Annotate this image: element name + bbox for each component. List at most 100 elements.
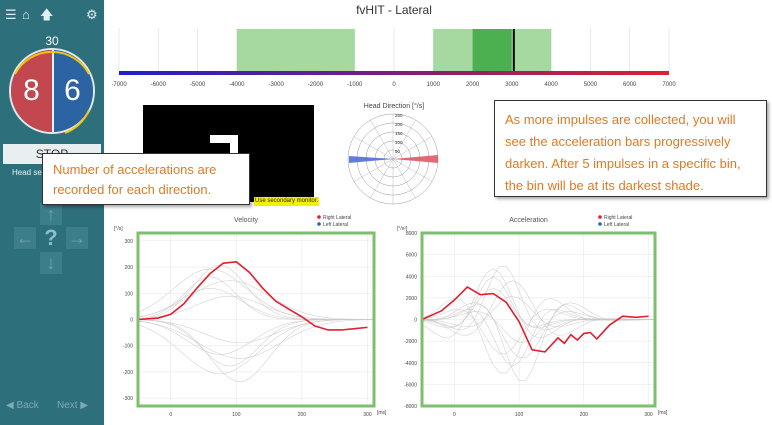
left-count: 8 [11, 50, 52, 132]
background-trace [421, 276, 655, 327]
bin-shade-callout: As more impulses are collected, you will… [494, 100, 767, 197]
polar-ring-label: 100 [395, 140, 403, 145]
bin-tick-label: 3000 [505, 82, 519, 88]
head-direction-polar-chart: Head Direction [°/s] 250 200 150 100 50 [347, 102, 439, 205]
right-nav-button[interactable] [66, 227, 88, 249]
y-tick-label: 8000 [406, 231, 417, 237]
acceleration-bin [511, 29, 552, 71]
circle-divider [52, 50, 54, 132]
menu-icon[interactable]: ☰ [5, 7, 17, 22]
y-tick-label: 4000 [406, 274, 417, 280]
right-lateral-trace [421, 286, 649, 353]
acceleration-title: Acceleration [509, 217, 548, 224]
y-tick-label: 200 [125, 265, 134, 271]
polar-spoke [370, 158, 394, 199]
legend-swatch-left [598, 222, 602, 226]
y-tick-label: -2000 [404, 339, 417, 345]
next-label: Next [57, 400, 78, 411]
y-tick-label: -100 [123, 344, 133, 350]
background-trace [137, 268, 375, 320]
y-tick-label: -200 [123, 370, 133, 376]
y-tick-label: -4000 [404, 361, 417, 367]
right-count: 6 [52, 50, 93, 132]
progress-arc [14, 50, 90, 134]
y-tick-label: -300 [123, 396, 133, 402]
legend-right-lateral: Right Lateral [323, 215, 351, 221]
background-trace [137, 319, 375, 367]
impulse-count-circle: 8 6 [9, 48, 95, 134]
bin-tick-label: 0 [392, 82, 396, 88]
accelerations-callout: Number of accelerations are recorded for… [42, 153, 250, 205]
polar-ring-label: 200 [395, 122, 403, 127]
impulse-counter: 30 [45, 34, 59, 48]
bin-tick-label: 4000 [544, 82, 558, 88]
y-tick-label: 0 [414, 318, 417, 324]
background-trace [137, 288, 375, 320]
legend-left-lateral: Left Lateral [604, 222, 629, 228]
bin-tick-label: 5000 [584, 82, 598, 88]
x-tick-label: 200 [580, 412, 589, 418]
x-tick-label: 200 [298, 412, 307, 418]
x-tick-label: 0 [169, 412, 172, 418]
background-trace [421, 295, 656, 328]
legend-left-lateral: Left Lateral [323, 222, 348, 228]
legend-right-lateral: Right Lateral [604, 215, 632, 221]
right-head-direction [393, 155, 438, 163]
acceleration-bin [236, 29, 355, 71]
head-direction-title: Head Direction [°/s] [364, 102, 424, 110]
legend-swatch-right [598, 215, 602, 219]
down-nav-icon: ↓ [46, 253, 56, 273]
y-tick-label: -8000 [404, 404, 417, 410]
polar-spoke [353, 136, 394, 160]
up-nav-icon: ↑ [46, 204, 56, 224]
acceleration-x-unit: [ms] [658, 410, 668, 416]
bin-tick-label: 2000 [466, 82, 480, 88]
up-nav-button[interactable] [40, 203, 62, 225]
bin-tick-label: 7000 [662, 82, 676, 88]
acceleration-bin-chart: -7000 -6000 -5000 -4000 -3000 -2000 -1000 0 1000… [112, 28, 676, 88]
x-tick-label: 300 [363, 412, 372, 418]
background-trace [137, 319, 375, 359]
sidebar: ☰ ⌂ 🡅 ⚙ 30 8 6 STOP Head sen ↑ ← → ↓ ? ◀… [0, 0, 104, 425]
velocity-frame [136, 231, 376, 408]
secondary-monitor-notice: Use secondary monitor. [254, 197, 320, 206]
background-trace [137, 295, 375, 320]
bin-tick-label: -7000 [112, 82, 127, 88]
polar-spoke [370, 119, 394, 160]
y-tick-label: 6000 [406, 253, 417, 259]
left-head-direction [349, 156, 393, 163]
y-tick-label: 300 [125, 239, 134, 245]
background-trace [421, 280, 656, 336]
x-tick-label: 300 [644, 412, 653, 418]
next-button[interactable]: Next ▶ [57, 400, 89, 411]
up-arrow-icon[interactable]: 🡅 [40, 7, 54, 22]
page-title: fvHIT - Lateral [356, 3, 432, 17]
right-lateral-trace [137, 261, 368, 331]
y-tick-label: 100 [125, 291, 134, 297]
bin-tick-label: -3000 [268, 82, 284, 88]
right-nav-icon: → [68, 228, 86, 248]
down-nav-button[interactable] [40, 252, 62, 274]
polar-ring-label: 150 [395, 131, 403, 136]
back-label: Back [16, 400, 39, 411]
help-icon[interactable]: ? [44, 225, 58, 250]
velocity-y-unit: [°/s] [114, 226, 123, 232]
bin-tick-label: -1000 [347, 82, 363, 88]
left-nav-button[interactable] [14, 227, 36, 249]
acceleration-bin [472, 29, 512, 71]
bin-tick-label: -2000 [308, 82, 324, 88]
x-tick-label: 0 [453, 412, 456, 418]
background-trace [421, 302, 656, 358]
gear-icon[interactable]: ⚙ [86, 7, 98, 22]
polar-spoke [353, 158, 394, 182]
bin-tick-label: 6000 [623, 82, 637, 88]
back-button[interactable]: ◀ Back [6, 400, 39, 411]
polar-spoke [392, 119, 416, 160]
background-trace [421, 268, 656, 339]
legend-swatch-right [317, 215, 321, 219]
home-icon[interactable]: ⌂ [22, 7, 30, 22]
polar-spoke [392, 158, 433, 182]
y-tick-label: -6000 [404, 382, 417, 388]
